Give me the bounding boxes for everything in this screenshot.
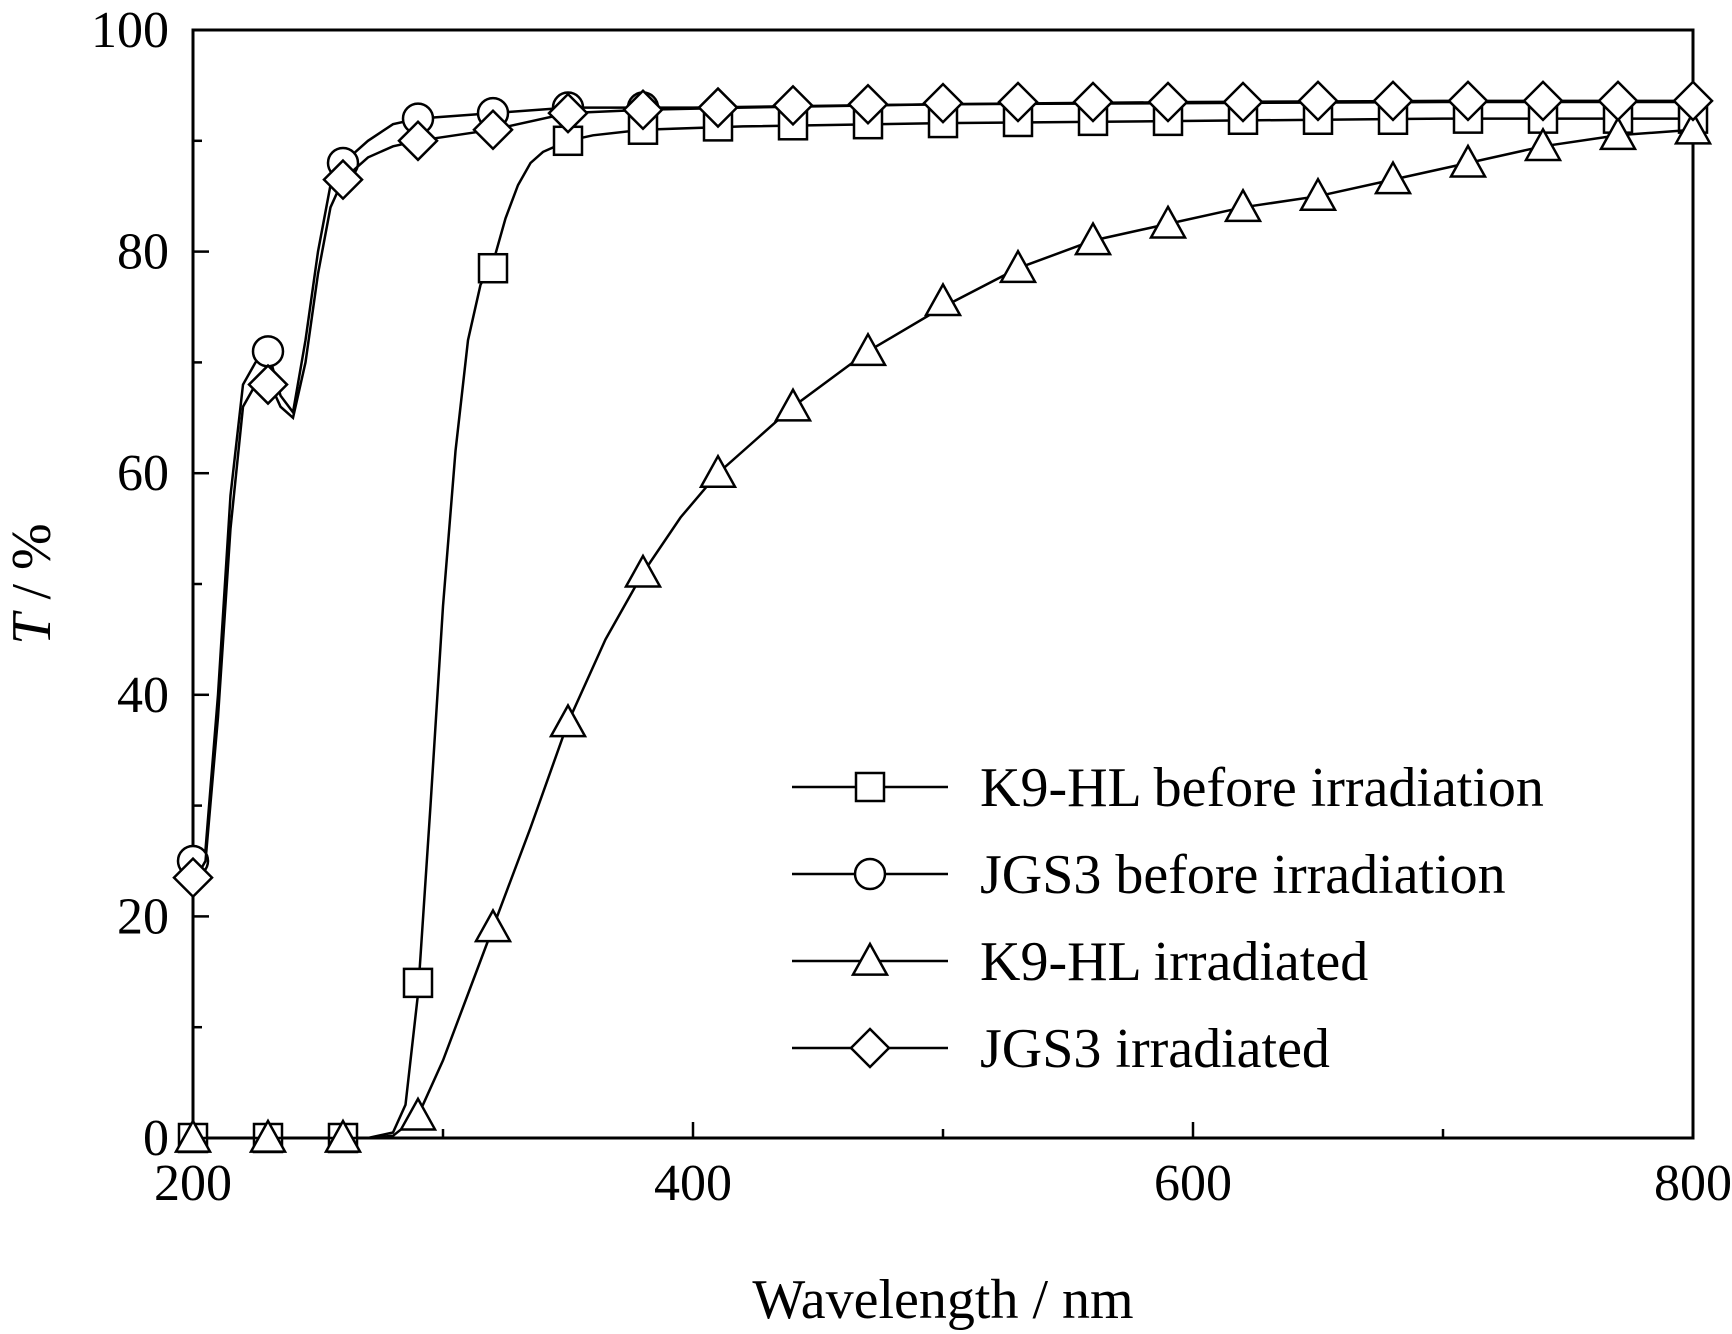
data-point bbox=[772, 84, 814, 127]
data-point bbox=[1073, 220, 1113, 256]
data-point bbox=[1597, 80, 1639, 122]
data-point bbox=[1297, 80, 1339, 122]
series-square bbox=[177, 103, 1709, 1154]
data-point bbox=[848, 331, 888, 367]
legend-label: JGS3 irradiated bbox=[980, 1018, 1330, 1080]
data-point bbox=[1672, 80, 1714, 122]
y-tick-label: 60 bbox=[117, 445, 169, 502]
y-tick-label: 80 bbox=[117, 224, 169, 281]
data-point bbox=[1523, 126, 1563, 162]
y-axis-symbol: T bbox=[1, 610, 63, 645]
y-axis-title: T / % bbox=[1, 523, 63, 644]
y-tick-label: 100 bbox=[91, 2, 169, 59]
legend-label: K9-HL before irradiation bbox=[980, 757, 1544, 819]
data-point bbox=[847, 83, 889, 126]
data-point bbox=[1447, 80, 1489, 122]
data-point bbox=[1598, 115, 1638, 151]
data-point bbox=[322, 158, 364, 201]
y-tick-label: 0 bbox=[143, 1110, 169, 1167]
data-point bbox=[1372, 80, 1414, 122]
data-point bbox=[251, 335, 285, 368]
x-tick-label: 600 bbox=[1154, 1155, 1232, 1212]
data-point bbox=[397, 120, 439, 162]
data-point bbox=[1298, 176, 1338, 212]
y-tick-label: 40 bbox=[117, 667, 169, 724]
data-point bbox=[698, 453, 738, 489]
data-point bbox=[323, 1118, 363, 1153]
x-tick-label: 400 bbox=[654, 1155, 732, 1212]
data-point bbox=[398, 1096, 438, 1131]
x-axis-title: Wavelength / nm bbox=[752, 1269, 1133, 1331]
data-point bbox=[172, 856, 214, 899]
y-tick-label: 20 bbox=[117, 888, 169, 945]
series-triangle bbox=[173, 110, 1713, 1153]
axis-ticks: 200 400 600 800 0 20 40 60 80 100 bbox=[91, 2, 1732, 1212]
data-point bbox=[922, 82, 964, 124]
data-point bbox=[472, 108, 514, 151]
legend-marker bbox=[854, 771, 886, 803]
legend-marker bbox=[849, 1027, 891, 1069]
data-point bbox=[1072, 81, 1114, 123]
y-axis-unit: / % bbox=[1, 523, 63, 613]
data-point bbox=[923, 281, 963, 317]
data-point bbox=[402, 967, 434, 999]
data-point bbox=[547, 92, 589, 134]
data-point bbox=[1673, 110, 1713, 145]
data-point bbox=[998, 248, 1038, 284]
legend-entry: JGS3 irradiated bbox=[792, 1018, 1330, 1080]
data-point bbox=[1373, 160, 1413, 195]
data-point bbox=[477, 252, 509, 284]
data-point bbox=[997, 81, 1039, 123]
legend-entry: K9-HL irradiated bbox=[792, 931, 1368, 993]
data-point bbox=[173, 1118, 213, 1153]
data-point bbox=[1148, 204, 1188, 239]
data-point bbox=[1222, 81, 1264, 123]
data-point bbox=[1448, 143, 1488, 178]
legend-label: K9-HL irradiated bbox=[980, 931, 1368, 993]
legend-entry: K9-HL before irradiation bbox=[792, 757, 1544, 819]
series-line bbox=[193, 117, 1693, 1140]
data-point bbox=[548, 702, 588, 738]
data-point bbox=[1147, 81, 1189, 123]
data-point bbox=[1223, 187, 1263, 223]
series-layer bbox=[172, 80, 1714, 1154]
data-point bbox=[697, 86, 739, 129]
legend: K9-HL before irradiation JGS3 before irra… bbox=[792, 757, 1544, 1080]
data-point bbox=[773, 387, 813, 422]
data-point bbox=[248, 1118, 288, 1153]
legend-marker bbox=[853, 857, 887, 891]
legend-label: JGS3 before irradiation bbox=[980, 844, 1506, 906]
data-point bbox=[247, 363, 289, 406]
data-point bbox=[473, 907, 513, 943]
x-tick-label: 800 bbox=[1654, 1155, 1732, 1212]
data-point bbox=[1522, 80, 1564, 122]
legend-marker bbox=[850, 941, 890, 976]
series-line bbox=[193, 128, 1694, 1140]
data-point bbox=[623, 553, 663, 588]
legend-entry: JGS3 before irradiation bbox=[792, 844, 1506, 906]
data-point bbox=[622, 89, 664, 131]
series-diamond bbox=[172, 80, 1714, 899]
x-tick-label: 200 bbox=[154, 1155, 232, 1212]
